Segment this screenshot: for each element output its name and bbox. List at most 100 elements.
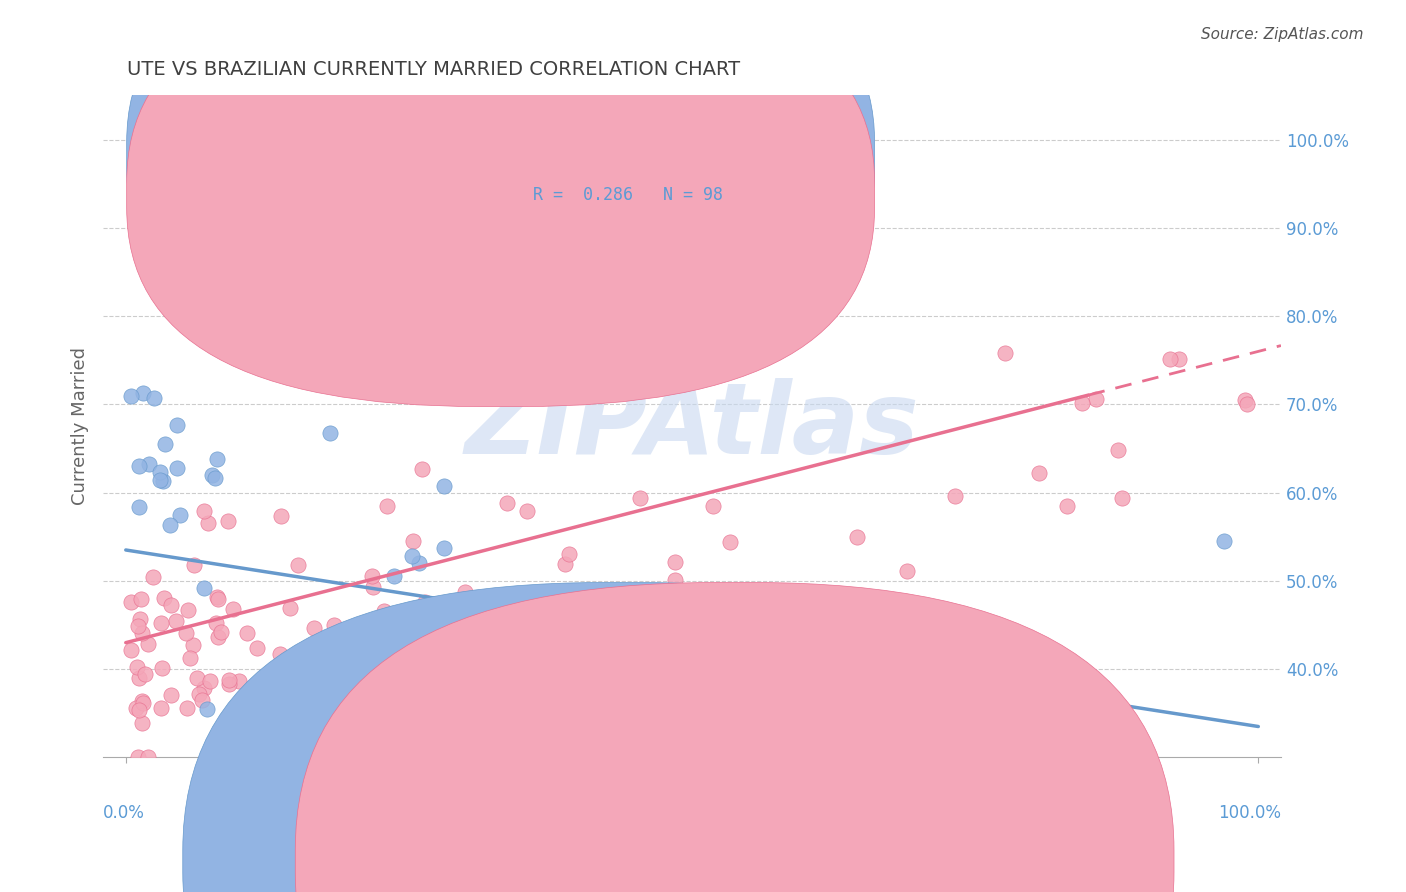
Point [142,570,165,584]
Point [153,591,176,606]
Point [150,700,173,714]
Point [138,457,160,471]
Point [246,640,269,655]
Text: Source: ZipAtlas.com: Source: ZipAtlas.com [1201,27,1364,42]
Point [446,649,468,664]
Point [207,591,229,606]
Point [1085,392,1108,406]
Point [558,547,581,561]
Point [198,673,221,688]
Point [134,666,156,681]
Point [209,625,232,640]
Point [131,715,153,730]
Point [1056,500,1078,514]
Point [907,723,929,738]
Point [176,701,198,715]
Point [143,391,166,405]
Point [218,673,240,687]
Point [186,671,208,685]
Point [128,612,150,626]
Point [131,694,153,708]
Text: R = -0.482   N = 32: R = -0.482 N = 32 [533,146,723,164]
Point [205,451,228,466]
Point [120,643,142,657]
Point [658,748,681,763]
Text: 100.0%: 100.0% [1218,804,1281,822]
Point [408,556,430,570]
Point [932,622,955,636]
Point [183,558,205,572]
Point [380,634,402,648]
Point [896,564,918,578]
Point [269,648,291,662]
Point [319,425,342,440]
Point [943,490,966,504]
Point [127,659,149,673]
Point [150,661,173,675]
Point [433,479,456,493]
Point [340,658,363,673]
Point [411,461,433,475]
Point [830,256,852,270]
Point [236,626,259,640]
Point [128,703,150,717]
Point [177,603,200,617]
Point [125,701,148,715]
Point [1233,392,1256,407]
Point [516,504,538,518]
Point [131,625,153,640]
Point [195,702,218,716]
Point [149,615,172,630]
Point [190,693,212,707]
Point [193,582,215,596]
Point [165,614,187,628]
Point [554,557,576,571]
Point [624,742,647,756]
Point [1070,396,1092,410]
Point [204,471,226,485]
Point [817,710,839,724]
Point [1028,466,1050,480]
Point [432,541,454,555]
Point [193,681,215,695]
Point [152,474,174,488]
Y-axis label: Currently Married: Currently Married [72,347,89,506]
Point [361,568,384,582]
Point [179,650,201,665]
Point [454,584,477,599]
FancyBboxPatch shape [127,0,875,407]
Point [228,673,250,688]
Point [136,750,159,764]
Point [128,459,150,474]
FancyBboxPatch shape [127,0,875,367]
Point [1107,442,1129,457]
Point [270,508,292,523]
Point [718,534,741,549]
Point [218,677,240,691]
Point [496,496,519,510]
Point [415,595,437,609]
Point [207,630,229,644]
Point [153,437,176,451]
Point [201,468,224,483]
Point [181,639,204,653]
Point [583,640,606,655]
Text: Ute: Ute [647,852,676,870]
Point [287,558,309,573]
Point [160,689,183,703]
Point [1213,534,1236,549]
Point [503,690,526,705]
Point [664,555,686,569]
Point [149,474,172,488]
Point [1159,351,1181,366]
Text: 0.0%: 0.0% [103,804,145,822]
Point [302,621,325,635]
Point [702,499,724,513]
Point [188,687,211,701]
Point [373,604,395,618]
Point [630,491,652,505]
Text: UTE VS BRAZILIAN CURRENTLY MARRIED CORRELATION CHART: UTE VS BRAZILIAN CURRENTLY MARRIED CORRE… [127,60,740,78]
Point [205,591,228,605]
Bar [468,142,740,227]
Point [138,637,160,651]
